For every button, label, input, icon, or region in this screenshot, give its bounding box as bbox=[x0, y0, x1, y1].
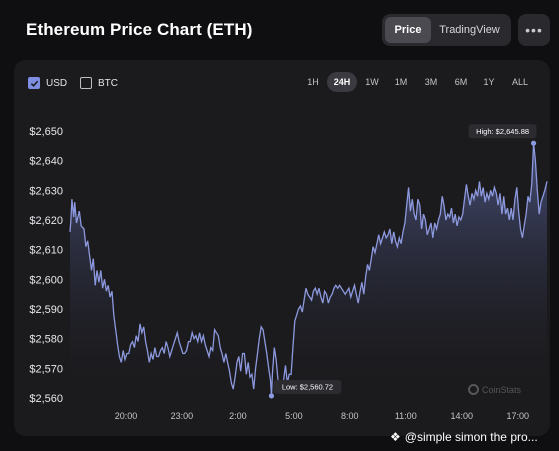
high-callout-box bbox=[468, 124, 537, 139]
ellipsis-icon: ••• bbox=[525, 22, 543, 38]
y-tick-label: $2,580 bbox=[29, 334, 63, 346]
high-callout-label: High: $2,645.88 bbox=[476, 127, 529, 136]
page-title: Ethereum Price Chart (ETH) bbox=[26, 20, 253, 39]
x-tick-label: 14:00 bbox=[450, 411, 473, 421]
usd-label: USD bbox=[46, 77, 68, 89]
low-callout-box bbox=[273, 379, 342, 394]
price-line bbox=[69, 143, 548, 396]
range-6m[interactable]: 6M bbox=[454, 77, 468, 87]
x-tick-label: 5:00 bbox=[285, 411, 303, 421]
usd-toggle[interactable]: USD bbox=[28, 77, 67, 89]
y-tick-label: $2,600 bbox=[29, 274, 63, 286]
x-tick-label: 23:00 bbox=[171, 411, 194, 421]
range-3m[interactable]: 3M bbox=[424, 77, 438, 87]
y-tick-label: $2,640 bbox=[29, 156, 63, 168]
checkbox-checked-icon[interactable] bbox=[28, 77, 40, 89]
y-tick-label: $2,570 bbox=[29, 363, 63, 375]
x-tick-label: 17:00 bbox=[506, 411, 529, 421]
diamond-logo-icon: ❖ bbox=[390, 430, 401, 444]
low-point-marker bbox=[268, 393, 275, 399]
low-callout-label: Low: $2,560.72 bbox=[282, 383, 333, 392]
more-options-button[interactable]: ••• bbox=[518, 14, 550, 46]
x-tick-label: 2:00 bbox=[229, 411, 247, 421]
high-point-marker bbox=[530, 140, 537, 146]
x-tick-label: 11:00 bbox=[395, 411, 417, 421]
tradingview-tab[interactable]: TradingView bbox=[439, 24, 500, 36]
price-tab[interactable]: Price bbox=[385, 17, 431, 43]
range-24h[interactable]: 24H bbox=[327, 72, 357, 92]
range-all[interactable]: ALL bbox=[511, 77, 528, 87]
y-tick-label: $2,620 bbox=[29, 215, 63, 227]
time-range-selector: 1H 24H 1W 1M 3M 6M 1Y ALL bbox=[300, 72, 538, 92]
coinstats-watermark: CoinStats bbox=[468, 384, 521, 395]
y-tick-label: $2,590 bbox=[29, 304, 63, 316]
view-toggle: Price TradingView bbox=[382, 14, 511, 46]
x-tick-label: 8:00 bbox=[341, 411, 359, 421]
credit-label: ❖ @simple simon the pro... bbox=[390, 426, 538, 448]
coinstats-logo-icon bbox=[468, 384, 479, 395]
y-tick-label: $2,650 bbox=[29, 126, 63, 138]
x-tick-label: 20:00 bbox=[115, 411, 138, 421]
watermark-text: CoinStats bbox=[482, 384, 522, 395]
credit-text: @simple simon the pro... bbox=[404, 430, 538, 444]
checkbox-unchecked-icon[interactable] bbox=[80, 77, 92, 89]
range-1w[interactable]: 1W bbox=[365, 77, 379, 87]
y-tick-label: $2,610 bbox=[29, 245, 63, 257]
range-1m[interactable]: 1M bbox=[394, 77, 408, 87]
y-tick-label: $2,630 bbox=[29, 185, 63, 197]
range-1h[interactable]: 1H bbox=[307, 77, 319, 87]
y-tick-label: $2,560 bbox=[29, 393, 63, 405]
btc-label: BTC bbox=[98, 77, 118, 89]
btc-toggle[interactable]: BTC bbox=[80, 77, 118, 89]
range-1y[interactable]: 1Y bbox=[483, 77, 495, 87]
price-area-fill bbox=[70, 143, 547, 398]
